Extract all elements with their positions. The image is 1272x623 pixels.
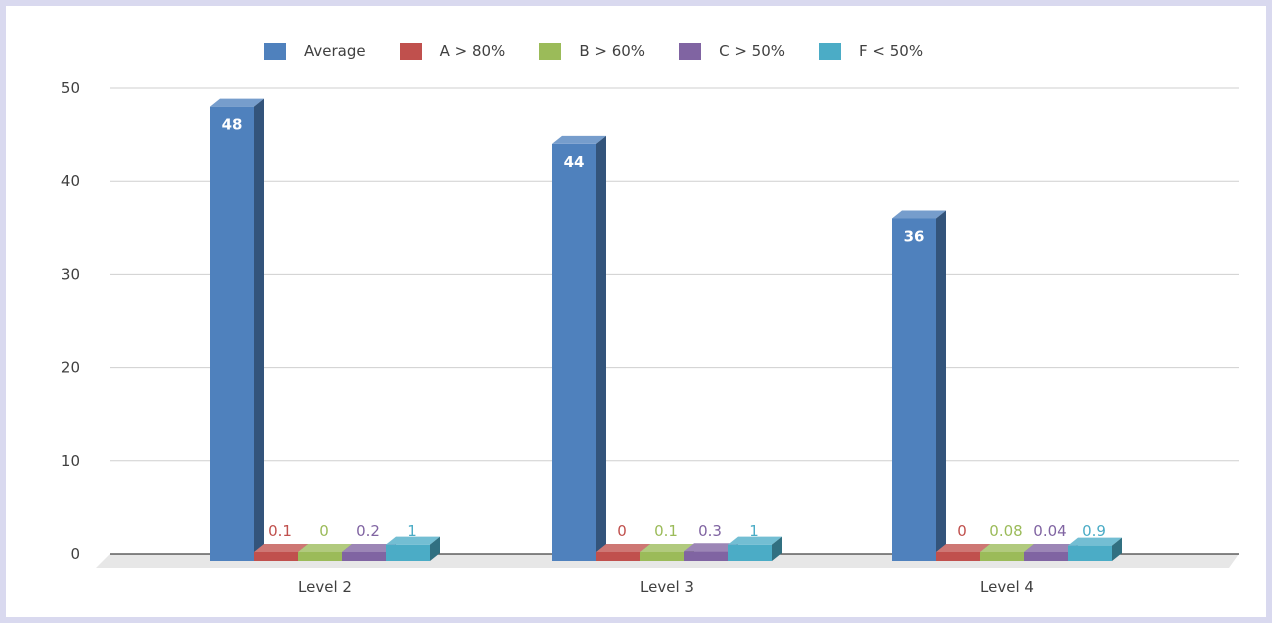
legend-item-average: Average bbox=[264, 42, 366, 60]
data-label: 0 bbox=[957, 522, 967, 540]
y-tick-label: 0 bbox=[70, 545, 80, 563]
bar-side-face bbox=[254, 98, 264, 561]
legend-label-a: A > 80% bbox=[439, 42, 506, 60]
data-label: 1 bbox=[749, 522, 759, 540]
y-tick-label: 10 bbox=[61, 452, 80, 470]
bar bbox=[342, 552, 386, 561]
data-label: 0 bbox=[617, 522, 627, 540]
legend-label-average: Average bbox=[304, 42, 366, 60]
data-label: 0.04 bbox=[1033, 522, 1066, 540]
bar-side-face bbox=[772, 536, 782, 561]
bar-top-face bbox=[552, 135, 606, 144]
y-tick-label: 30 bbox=[61, 265, 80, 283]
bar bbox=[1068, 545, 1112, 561]
data-label: 0 bbox=[319, 522, 329, 540]
data-label: 36 bbox=[904, 227, 925, 245]
legend: Average A > 80% B > 60% C > 50% F < 50% bbox=[264, 42, 923, 60]
y-tick-label: 20 bbox=[61, 359, 80, 377]
legend-swatch-b bbox=[539, 42, 562, 60]
bar-top-face bbox=[1024, 544, 1078, 552]
bar bbox=[1024, 552, 1068, 561]
bar-top-face bbox=[298, 544, 352, 552]
bar-side-face bbox=[430, 536, 440, 561]
legend-item-f: F < 50% bbox=[819, 42, 923, 60]
data-label: 0.2 bbox=[356, 522, 380, 540]
data-label: 0.1 bbox=[654, 522, 678, 540]
bar bbox=[552, 143, 596, 562]
bar-side-face bbox=[936, 210, 946, 562]
legend-swatch-a bbox=[399, 42, 422, 60]
legend-label-f: F < 50% bbox=[859, 42, 924, 60]
bar bbox=[254, 552, 298, 561]
bar bbox=[980, 552, 1024, 561]
bar-top-face bbox=[386, 536, 440, 545]
bar-top-face bbox=[936, 544, 990, 552]
bar-top-face bbox=[728, 536, 782, 545]
x-tick-label: Level 2 bbox=[298, 578, 352, 596]
bar bbox=[210, 106, 254, 561]
bar bbox=[386, 544, 430, 561]
bar-top-face bbox=[1068, 537, 1122, 546]
bar-top-face bbox=[596, 544, 650, 552]
legend-swatch-f bbox=[819, 42, 841, 60]
bar-top-face bbox=[210, 98, 264, 107]
bar-top-face bbox=[640, 544, 694, 552]
legend-swatch-c bbox=[679, 42, 702, 60]
data-label: 0.3 bbox=[698, 522, 722, 540]
data-label: 48 bbox=[222, 116, 243, 134]
legend-label-b: B > 60% bbox=[579, 42, 646, 60]
data-label: 0.1 bbox=[268, 522, 292, 540]
x-tick-label: Level 3 bbox=[640, 578, 694, 596]
bar-chart: 0 10 20 30 40 50 48 0.1 0 0.2 1 Level 2 44 0 0.1 0.3 1 Le… bbox=[61, 79, 1239, 596]
x-tick-label: Level 4 bbox=[980, 578, 1034, 596]
bar bbox=[596, 552, 640, 561]
legend-swatch-average bbox=[264, 42, 286, 60]
bar-side-face bbox=[1112, 537, 1122, 561]
bar bbox=[936, 552, 980, 561]
bar-top-face bbox=[342, 544, 396, 552]
bar bbox=[728, 544, 772, 561]
data-label: 1 bbox=[407, 522, 417, 540]
legend-item-c: C > 50% bbox=[679, 42, 785, 60]
data-label: 0.9 bbox=[1082, 522, 1106, 540]
chart-frame: Average A > 80% B > 60% C > 50% F < 50% … bbox=[6, 6, 1266, 617]
data-label: 44 bbox=[564, 153, 585, 171]
bar-top-face bbox=[892, 210, 946, 219]
bar-top-face bbox=[684, 543, 738, 552]
y-tick-label: 50 bbox=[61, 79, 80, 97]
bar-top-face bbox=[980, 544, 1034, 552]
bar-side-face bbox=[596, 135, 606, 562]
bar bbox=[892, 218, 936, 562]
bar-top-face bbox=[254, 544, 308, 552]
data-label: 0.08 bbox=[989, 522, 1022, 540]
bar bbox=[684, 551, 728, 561]
legend-label-c: C > 50% bbox=[719, 42, 785, 60]
y-tick-label: 40 bbox=[61, 172, 80, 190]
legend-item-a: A > 80% bbox=[399, 42, 506, 60]
bar bbox=[640, 552, 684, 561]
bar bbox=[298, 552, 342, 561]
legend-item-b: B > 60% bbox=[539, 42, 645, 60]
